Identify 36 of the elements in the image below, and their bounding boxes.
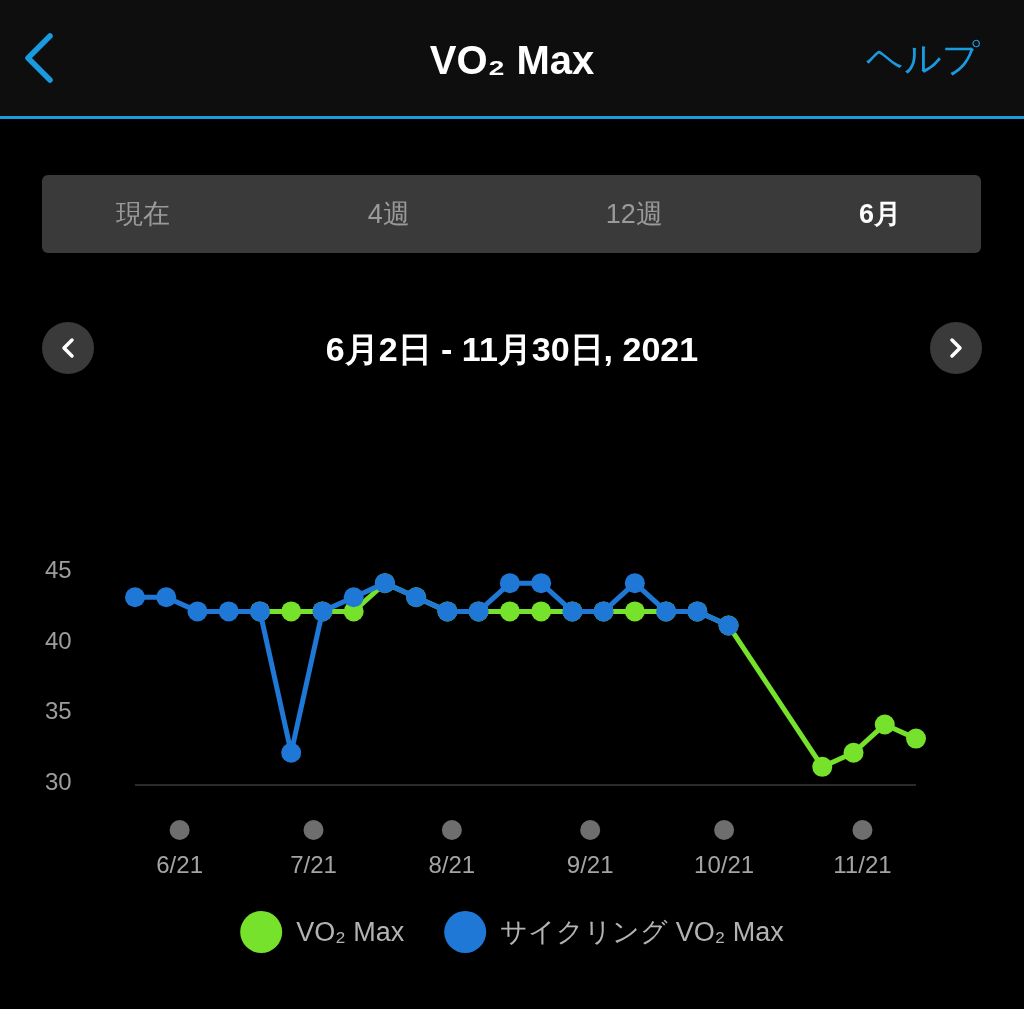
- text: 6月: [858, 199, 902, 229]
- x-tick-label: 7/21: [290, 850, 337, 878]
- point: [156, 587, 177, 608]
- y-tick-label: 40: [45, 626, 72, 654]
- legend-label: VO₂ Max: [296, 917, 405, 947]
- x-tick-label: 9/21: [566, 850, 614, 878]
- text: 現在: [116, 199, 170, 229]
- point: [531, 573, 552, 594]
- y-tick-label: 30: [45, 767, 72, 795]
- chart-title: VO₂ Max: [429, 38, 595, 82]
- text: ヘルプ: [866, 37, 980, 79]
- y-tick-label: 45: [45, 555, 72, 583]
- point: [281, 742, 302, 763]
- point: [624, 601, 645, 622]
- point: [624, 573, 645, 594]
- point: [281, 601, 302, 622]
- point: [499, 573, 520, 594]
- text: 4週: [367, 199, 410, 229]
- point: [843, 742, 864, 763]
- x-tick-label: 6/21: [156, 850, 203, 878]
- point: [125, 587, 145, 608]
- x-tick-label: 8/21: [428, 850, 476, 878]
- y-tick-label: 35: [45, 696, 72, 724]
- x-tick-label: 11/21: [833, 850, 892, 878]
- point: [499, 601, 520, 622]
- chart-subtitle: 6月2日 - 11月30日, 2021: [325, 330, 699, 368]
- point: [812, 756, 833, 777]
- point: [343, 587, 364, 608]
- point: [187, 601, 208, 622]
- point: [874, 714, 895, 735]
- point: [906, 728, 926, 749]
- point: [531, 601, 552, 622]
- point: [218, 601, 239, 622]
- legend-label: サイクリング VO₂ Max: [500, 917, 785, 947]
- x-tick-label: 10/21: [694, 850, 755, 878]
- text: 12週: [605, 199, 663, 229]
